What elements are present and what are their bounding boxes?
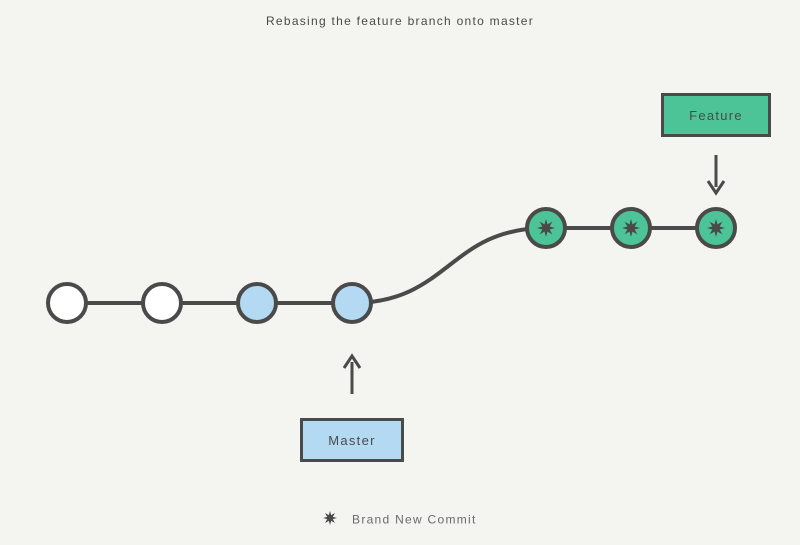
diagram-title: Rebasing the feature branch onto master	[0, 14, 800, 28]
commit-node	[610, 207, 652, 249]
commit-node	[236, 282, 278, 324]
edge-curve	[352, 228, 546, 303]
legend: Brand New Commit	[0, 512, 800, 529]
commit-node	[331, 282, 373, 324]
legend-label: Brand New Commit	[352, 513, 477, 527]
new-commit-star-icon	[537, 219, 555, 237]
commit-node	[141, 282, 183, 324]
feature-label-text: Feature	[689, 108, 743, 123]
feature-label-box: Feature	[661, 93, 771, 137]
master-label-box: Master	[300, 418, 404, 462]
master-label-text: Master	[328, 433, 375, 448]
new-commit-star-icon	[622, 219, 640, 237]
diagram-canvas: Rebasing the feature branch onto master …	[0, 0, 800, 545]
feature-arrow-icon	[704, 155, 728, 202]
legend-star-icon	[323, 511, 337, 528]
commit-node	[525, 207, 567, 249]
commit-node	[46, 282, 88, 324]
commit-node	[695, 207, 737, 249]
master-arrow-icon	[340, 352, 364, 399]
new-commit-star-icon	[707, 219, 725, 237]
